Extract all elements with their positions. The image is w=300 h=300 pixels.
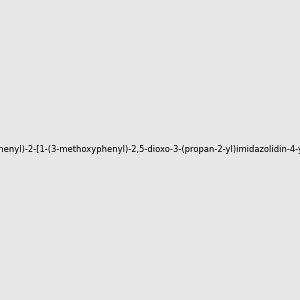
- Text: N-(4-chlorophenyl)-2-[1-(3-methoxyphenyl)-2,5-dioxo-3-(propan-2-yl)imidazolidin-: N-(4-chlorophenyl)-2-[1-(3-methoxyphenyl…: [0, 146, 300, 154]
